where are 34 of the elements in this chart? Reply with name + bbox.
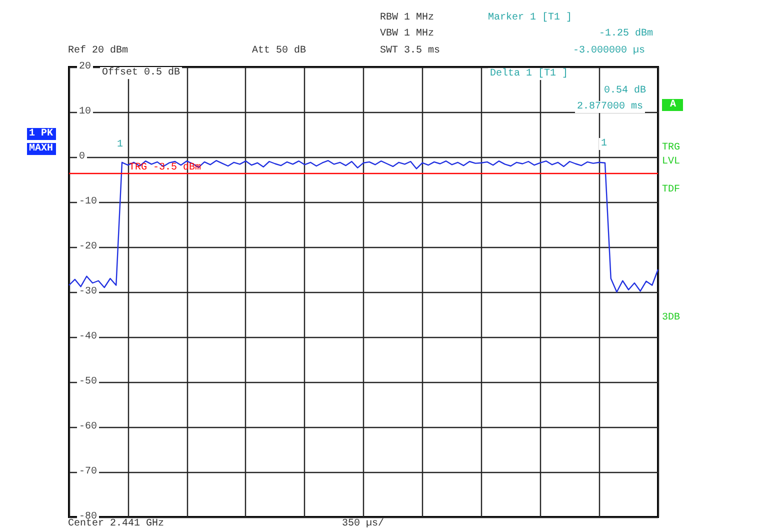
text: Marker 1 [T1 ] — [488, 12, 572, 24]
y-tick-label: -60 — [79, 422, 98, 432]
annotation: 1 — [116, 140, 124, 150]
y-tick-label: -70 — [79, 466, 98, 478]
text: VBW 1 MHz — [380, 28, 434, 40]
y-tick-label: -30 — [79, 286, 98, 298]
annotation: Offset 0.5 dB — [102, 66, 180, 78]
text: -3.000000 µs — [572, 46, 645, 56]
line-series — [68, 160, 659, 293]
annotation: 0.54 dB — [604, 84, 646, 96]
text: MAXH — [28, 144, 54, 154]
y-tick-label: -20 — [79, 242, 98, 252]
text: A — [670, 100, 676, 110]
y-tick-label: -40 — [79, 332, 98, 342]
text: Center 2.441 GHz — [68, 518, 164, 529]
annotation: 2.877000 ms — [576, 102, 643, 112]
text: 1 PK — [28, 128, 54, 140]
annotation: Delta 1 [T1 ] — [490, 68, 568, 80]
text: -1.25 dBm — [598, 28, 653, 40]
y-tick-label: 10 — [79, 106, 92, 118]
y-tick-label: 20 — [79, 62, 92, 72]
text: TDF — [662, 184, 680, 196]
y-tick-label: -10 — [79, 196, 98, 208]
text: Att 50 dB — [252, 44, 306, 56]
y-tick-label: 0 — [79, 152, 86, 162]
text: SWT 3.5 ms — [380, 46, 440, 56]
text: LVL — [662, 156, 680, 168]
y-tick-label: -50 — [79, 376, 98, 388]
annotation: 1 — [600, 138, 608, 150]
text: 3DB — [662, 312, 680, 324]
text: TRG — [662, 142, 680, 154]
text: Ref 20 dBm — [68, 44, 128, 56]
text: 350 µs/ — [342, 518, 384, 529]
text: RBW 1 MHz — [380, 12, 434, 24]
